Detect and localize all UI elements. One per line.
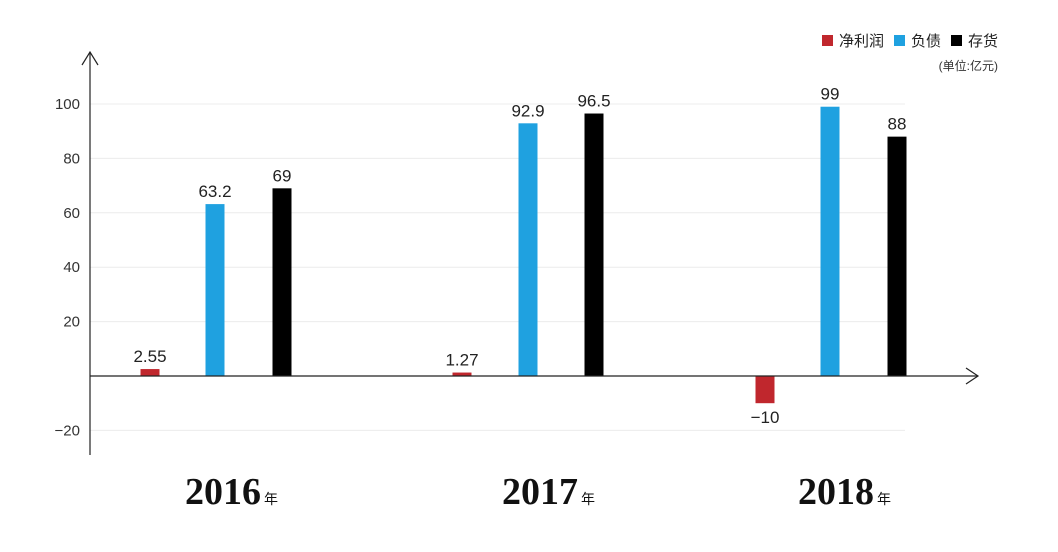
unit-note: (单位:亿元) — [938, 59, 998, 73]
category-label-2017: 2017 年 — [502, 470, 595, 514]
bar-存货-2018 — [887, 136, 907, 376]
y-tick-label: −20 — [55, 422, 80, 439]
bar-负债-2017 — [518, 123, 538, 376]
category-year: 2016 — [185, 471, 261, 513]
legend-item-net-profit: 净利润 — [821, 30, 884, 51]
category-suffix: 年 — [264, 491, 278, 507]
data-label: −10 — [751, 408, 780, 427]
bar-负债-2018 — [820, 106, 840, 376]
y-axis-ticks: 100 80 60 40 20 −20 — [55, 96, 80, 439]
category-label-2018: 2018 年 — [798, 470, 891, 514]
legend-swatch — [893, 35, 905, 46]
y-tick-label: 80 — [63, 150, 80, 167]
legend-swatch — [950, 35, 962, 46]
bar-净利润-2016 — [140, 369, 160, 376]
data-label: 2.55 — [133, 347, 166, 366]
data-label: 99 — [821, 85, 840, 104]
legend-item-inventory: 存货 — [950, 30, 998, 51]
legend: 净利润 负债 存货 — [821, 30, 998, 51]
legend-item-liabilities: 负债 — [893, 30, 941, 51]
legend-label: 负债 — [910, 33, 941, 50]
legend-swatch — [821, 35, 833, 46]
data-label: 1.27 — [445, 351, 478, 370]
legend-label: 存货 — [967, 33, 998, 50]
category-year: 2018 — [798, 471, 874, 513]
data-label: 69 — [273, 166, 292, 185]
bar-净利润-2018 — [755, 376, 775, 404]
gridlines — [90, 103, 905, 431]
data-labels: 2.55 1.27 −10 63.2 92.9 99 69 96.5 88 — [133, 85, 906, 427]
y-tick-label: 60 — [63, 205, 80, 222]
y-axis-arrow-icon — [81, 50, 99, 66]
bars — [140, 106, 907, 404]
category-suffix: 年 — [877, 491, 891, 507]
y-tick-label: 100 — [55, 96, 80, 113]
data-label: 96.5 — [577, 92, 610, 111]
legend-label: 净利润 — [838, 33, 884, 50]
bar-存货-2016 — [272, 188, 292, 376]
y-tick-label: 40 — [63, 259, 80, 276]
bar-净利润-2017 — [452, 372, 472, 376]
category-suffix: 年 — [581, 491, 595, 507]
axes — [81, 50, 980, 455]
y-tick-label: 20 — [63, 314, 80, 331]
bar-存货-2017 — [584, 113, 604, 377]
category-year: 2017 — [502, 471, 578, 513]
data-label: 88 — [888, 115, 907, 134]
data-label: 92.9 — [511, 101, 544, 120]
bar-负债-2016 — [205, 204, 225, 376]
category-label-2016: 2016 年 — [185, 470, 278, 514]
data-label: 63.2 — [198, 182, 231, 201]
x-axis-arrow-icon — [965, 367, 980, 385]
